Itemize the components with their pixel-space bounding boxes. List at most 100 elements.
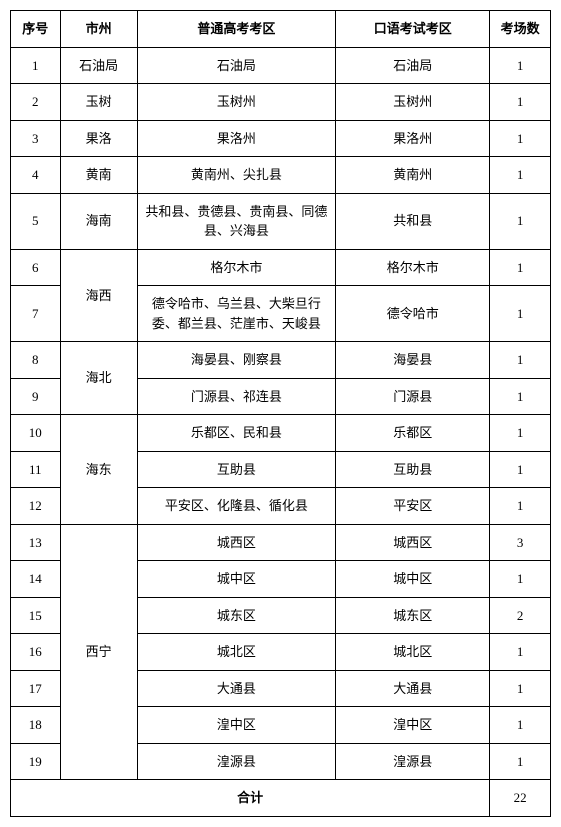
cell-seq: 2 bbox=[11, 84, 61, 121]
cell-seq: 13 bbox=[11, 524, 61, 561]
cell-count: 1 bbox=[490, 84, 551, 121]
cell-city: 海西 bbox=[60, 249, 137, 342]
cell-seq: 16 bbox=[11, 634, 61, 671]
total-label: 合计 bbox=[11, 780, 490, 817]
cell-count: 1 bbox=[490, 415, 551, 452]
cell-oral: 城西区 bbox=[336, 524, 490, 561]
cell-exam: 城西区 bbox=[137, 524, 335, 561]
cell-oral: 果洛州 bbox=[336, 120, 490, 157]
cell-seq: 18 bbox=[11, 707, 61, 744]
cell-exam: 石油局 bbox=[137, 47, 335, 84]
exam-area-table: 序号 市州 普通高考考区 口语考试考区 考场数 1石油局石油局石油局12玉树玉树… bbox=[10, 10, 551, 817]
cell-seq: 19 bbox=[11, 743, 61, 780]
cell-count: 1 bbox=[490, 193, 551, 249]
cell-seq: 3 bbox=[11, 120, 61, 157]
cell-seq: 7 bbox=[11, 286, 61, 342]
cell-seq: 6 bbox=[11, 249, 61, 286]
cell-count: 1 bbox=[490, 47, 551, 84]
cell-count: 1 bbox=[490, 707, 551, 744]
table-row: 6海西格尔木市格尔木市1 bbox=[11, 249, 551, 286]
cell-exam: 湟中区 bbox=[137, 707, 335, 744]
header-seq: 序号 bbox=[11, 11, 61, 48]
cell-seq: 1 bbox=[11, 47, 61, 84]
table-row: 3果洛果洛州果洛州1 bbox=[11, 120, 551, 157]
header-exam: 普通高考考区 bbox=[137, 11, 335, 48]
total-value: 22 bbox=[490, 780, 551, 817]
cell-exam: 城东区 bbox=[137, 597, 335, 634]
cell-count: 1 bbox=[490, 561, 551, 598]
cell-exam: 海晏县、刚察县 bbox=[137, 342, 335, 379]
cell-seq: 14 bbox=[11, 561, 61, 598]
table-row: 8海北海晏县、刚察县海晏县1 bbox=[11, 342, 551, 379]
cell-oral: 大通县 bbox=[336, 670, 490, 707]
cell-oral: 湟源县 bbox=[336, 743, 490, 780]
cell-city: 黄南 bbox=[60, 157, 137, 194]
cell-exam: 黄南州、尖扎县 bbox=[137, 157, 335, 194]
cell-seq: 4 bbox=[11, 157, 61, 194]
cell-exam: 门源县、祁连县 bbox=[137, 378, 335, 415]
cell-exam: 城中区 bbox=[137, 561, 335, 598]
cell-count: 1 bbox=[490, 249, 551, 286]
cell-exam: 互助县 bbox=[137, 451, 335, 488]
cell-seq: 17 bbox=[11, 670, 61, 707]
cell-seq: 9 bbox=[11, 378, 61, 415]
cell-city: 石油局 bbox=[60, 47, 137, 84]
cell-city: 海南 bbox=[60, 193, 137, 249]
cell-oral: 城东区 bbox=[336, 597, 490, 634]
cell-exam: 乐都区、民和县 bbox=[137, 415, 335, 452]
cell-seq: 12 bbox=[11, 488, 61, 525]
table-total-row: 合计22 bbox=[11, 780, 551, 817]
cell-city: 玉树 bbox=[60, 84, 137, 121]
cell-oral: 共和县 bbox=[336, 193, 490, 249]
table-row: 10海东乐都区、民和县乐都区1 bbox=[11, 415, 551, 452]
cell-seq: 11 bbox=[11, 451, 61, 488]
cell-count: 1 bbox=[490, 378, 551, 415]
cell-oral: 门源县 bbox=[336, 378, 490, 415]
cell-exam: 城北区 bbox=[137, 634, 335, 671]
header-city: 市州 bbox=[60, 11, 137, 48]
cell-oral: 城中区 bbox=[336, 561, 490, 598]
cell-oral: 石油局 bbox=[336, 47, 490, 84]
cell-oral: 平安区 bbox=[336, 488, 490, 525]
cell-count: 1 bbox=[490, 670, 551, 707]
cell-oral: 德令哈市 bbox=[336, 286, 490, 342]
cell-oral: 乐都区 bbox=[336, 415, 490, 452]
cell-city: 海北 bbox=[60, 342, 137, 415]
cell-exam: 果洛州 bbox=[137, 120, 335, 157]
cell-count: 2 bbox=[490, 597, 551, 634]
cell-exam: 共和县、贵德县、贵南县、同德县、兴海县 bbox=[137, 193, 335, 249]
cell-city: 果洛 bbox=[60, 120, 137, 157]
cell-seq: 15 bbox=[11, 597, 61, 634]
table-header-row: 序号 市州 普通高考考区 口语考试考区 考场数 bbox=[11, 11, 551, 48]
cell-count: 1 bbox=[490, 342, 551, 379]
cell-count: 1 bbox=[490, 451, 551, 488]
table-row: 1石油局石油局石油局1 bbox=[11, 47, 551, 84]
cell-count: 1 bbox=[490, 157, 551, 194]
table-row: 2玉树玉树州玉树州1 bbox=[11, 84, 551, 121]
table-row: 13西宁城西区城西区3 bbox=[11, 524, 551, 561]
cell-oral: 湟中区 bbox=[336, 707, 490, 744]
table-row: 4黄南黄南州、尖扎县黄南州1 bbox=[11, 157, 551, 194]
cell-city: 西宁 bbox=[60, 524, 137, 780]
cell-oral: 海晏县 bbox=[336, 342, 490, 379]
cell-count: 1 bbox=[490, 488, 551, 525]
cell-exam: 玉树州 bbox=[137, 84, 335, 121]
cell-exam: 平安区、化隆县、循化县 bbox=[137, 488, 335, 525]
header-count: 考场数 bbox=[490, 11, 551, 48]
cell-oral: 玉树州 bbox=[336, 84, 490, 121]
cell-city: 海东 bbox=[60, 415, 137, 525]
cell-count: 1 bbox=[490, 286, 551, 342]
cell-seq: 10 bbox=[11, 415, 61, 452]
cell-exam: 德令哈市、乌兰县、大柴旦行委、都兰县、茫崖市、天峻县 bbox=[137, 286, 335, 342]
cell-oral: 格尔木市 bbox=[336, 249, 490, 286]
cell-count: 1 bbox=[490, 634, 551, 671]
cell-seq: 8 bbox=[11, 342, 61, 379]
cell-seq: 5 bbox=[11, 193, 61, 249]
cell-oral: 互助县 bbox=[336, 451, 490, 488]
cell-count: 1 bbox=[490, 120, 551, 157]
table-row: 5海南共和县、贵德县、贵南县、同德县、兴海县共和县1 bbox=[11, 193, 551, 249]
cell-oral: 城北区 bbox=[336, 634, 490, 671]
cell-count: 1 bbox=[490, 743, 551, 780]
cell-oral: 黄南州 bbox=[336, 157, 490, 194]
cell-exam: 大通县 bbox=[137, 670, 335, 707]
